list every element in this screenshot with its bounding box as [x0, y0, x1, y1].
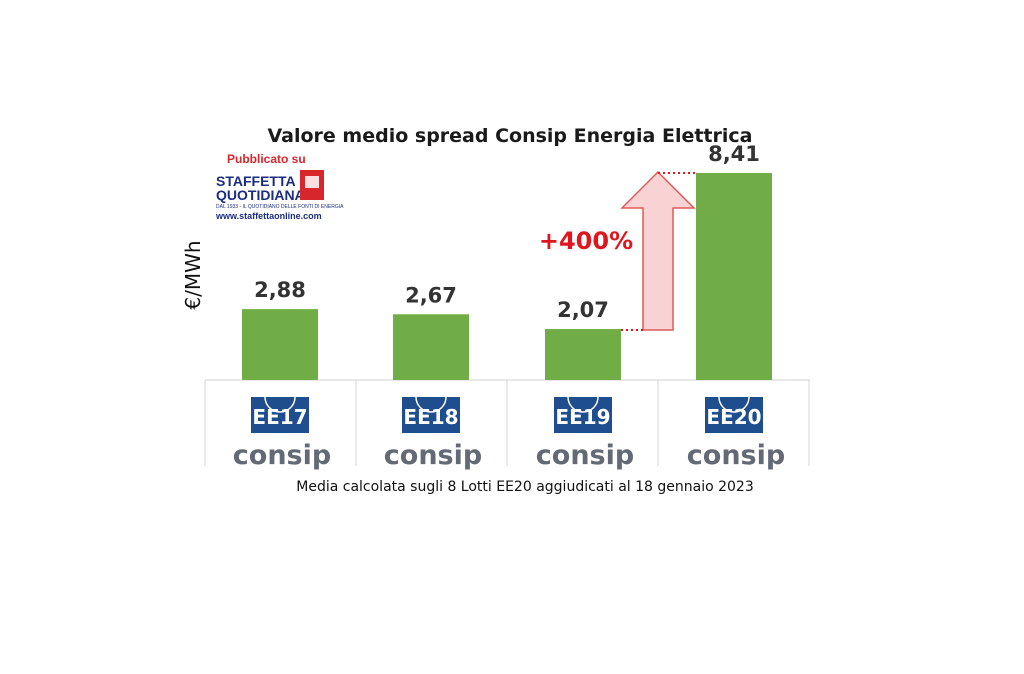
category-logos-group: EE17 consip EE18 consip EE19 consip EE20 consip [233, 396, 785, 471]
value-label-ee19: 2,07 [557, 298, 609, 322]
brand-label-ee19: consip [536, 440, 634, 471]
y-axis-label: €/MWh [181, 240, 205, 309]
value-label-ee18: 2,67 [405, 283, 457, 307]
publisher-url: www.staffettaonline.com [215, 211, 322, 221]
growth-arrow [620, 170, 696, 331]
growth-percentage-label: +400% [539, 227, 633, 255]
value-labels-group: 2,88 2,67 2,07 8,41 [254, 142, 760, 322]
code-badge-ee17 [251, 397, 309, 433]
target-icon-ee17 [264, 396, 296, 413]
code-badge-ee18 [402, 397, 460, 433]
brand-label-ee18: consip [384, 440, 482, 471]
category-logo-ee18: EE18 consip [384, 396, 482, 471]
category-logo-ee19: EE19 consip [536, 396, 634, 471]
category-logo-ee17: EE17 consip [233, 396, 331, 471]
publisher-badge: Pubblicato su STAFFETTA QUOTIDIANA DAL 1… [215, 152, 344, 221]
growth-annotation: +400% [539, 170, 697, 331]
category-code-ee20: EE20 [706, 405, 761, 429]
bar-ee18 [393, 314, 469, 380]
target-icon-ee20 [718, 396, 750, 413]
chart-title: Valore medio spread Consip Energia Elett… [268, 125, 753, 147]
category-code-ee17: EE17 [252, 405, 307, 429]
bars-group [242, 173, 772, 380]
bar-ee17 [242, 309, 318, 380]
chart-footnote: Media calcolata sugli 8 Lotti EE20 aggiu… [296, 479, 754, 495]
bar-ee20 [696, 173, 772, 380]
brand-label-ee20: consip [687, 440, 785, 471]
category-code-ee18: EE18 [403, 405, 458, 429]
publisher-name-line1: STAFFETTA [216, 173, 296, 189]
code-badge-ee20 [705, 397, 763, 433]
published-on-label: Pubblicato su [227, 152, 306, 166]
value-label-ee17: 2,88 [254, 278, 306, 302]
target-icon-ee18 [415, 396, 447, 413]
bar-ee19 [545, 329, 621, 380]
target-icon-ee19 [567, 396, 599, 413]
publisher-name-line2: QUOTIDIANA [216, 187, 305, 203]
value-label-ee20: 8,41 [708, 142, 760, 166]
category-logo-ee20: EE20 consip [687, 396, 785, 471]
code-badge-ee19 [554, 397, 612, 433]
category-code-ee19: EE19 [555, 405, 610, 429]
brand-label-ee17: consip [233, 440, 331, 471]
publisher-tagline: DAL 1933 - IL QUOTIDIANO DELLE FONTI DI … [216, 204, 344, 210]
